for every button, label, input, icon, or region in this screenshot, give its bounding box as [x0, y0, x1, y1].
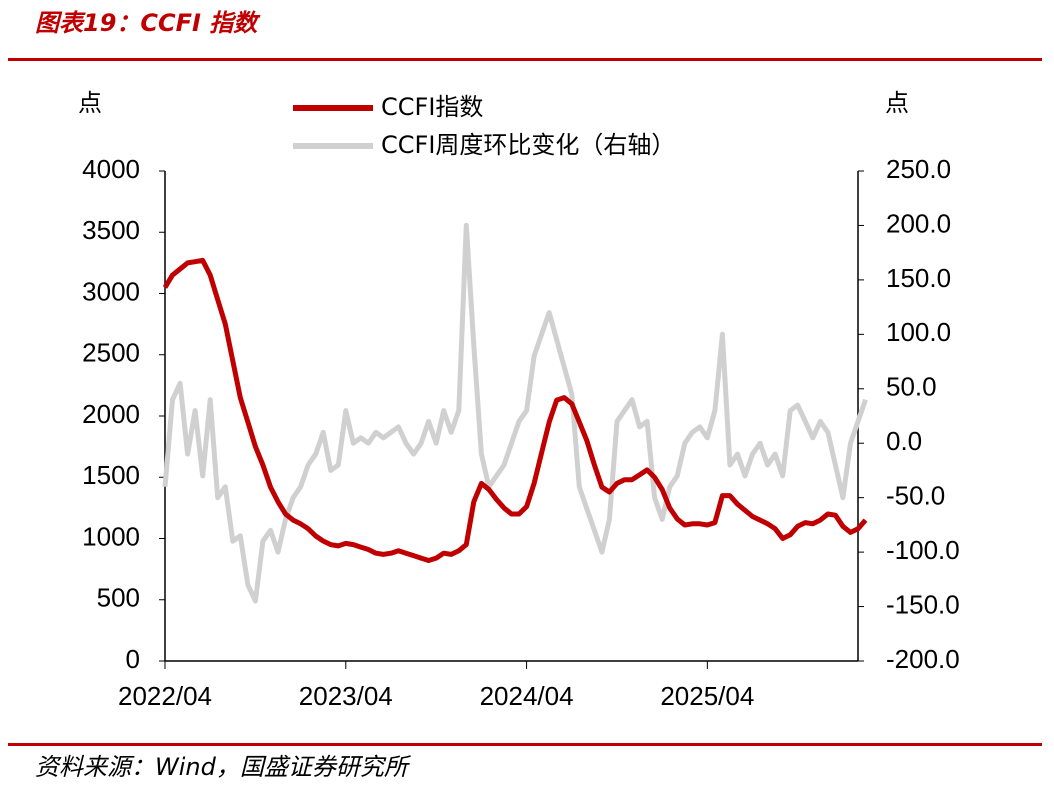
y-tick-label: 500	[97, 583, 140, 613]
y-tick-label: 3000	[82, 276, 140, 306]
legend-label: CCFI指数	[381, 93, 483, 121]
y-axis-label: 点	[78, 89, 102, 117]
y2-tick-label: 50.0	[886, 372, 937, 402]
y2-tick-label: 100.0	[886, 317, 951, 347]
x-tick-label: 2024/04	[480, 681, 574, 711]
footer-rule	[8, 743, 1042, 746]
legend-label: CCFI周度环比变化（右轴）	[381, 131, 675, 159]
y2-tick-label: -50.0	[886, 481, 945, 511]
series-line	[162, 257, 868, 563]
y2-tick-label: -200.0	[886, 644, 960, 674]
chart-title: 图表19：CCFI 指数	[35, 9, 261, 37]
y2-tick-label: -150.0	[886, 589, 960, 619]
y2-tick-label: 0.0	[886, 426, 922, 456]
x-tick-label: 2022/04	[118, 681, 212, 711]
source-note: 资料来源：Wind，国盛证券研究所	[35, 753, 412, 781]
y2-tick-label: 200.0	[886, 208, 951, 238]
y2-axis-label: 点	[885, 89, 909, 117]
y-tick-label: 2500	[82, 338, 140, 368]
y2-tick-label: 250.0	[886, 154, 951, 184]
x-tick-label: 2025/04	[660, 681, 754, 711]
y-tick-label: 4000	[82, 154, 140, 184]
y-tick-label: 2000	[82, 399, 140, 429]
header-rule	[8, 58, 1042, 61]
y-tick-label: 1500	[82, 460, 140, 490]
y2-tick-label: -100.0	[886, 535, 960, 565]
y2-tick-label: 150.0	[886, 263, 951, 293]
y-tick-label: 3500	[82, 215, 140, 245]
y-tick-label: 0	[126, 644, 140, 674]
y-tick-label: 1000	[82, 521, 140, 551]
series-line	[162, 222, 868, 604]
x-tick-label: 2023/04	[299, 681, 393, 711]
